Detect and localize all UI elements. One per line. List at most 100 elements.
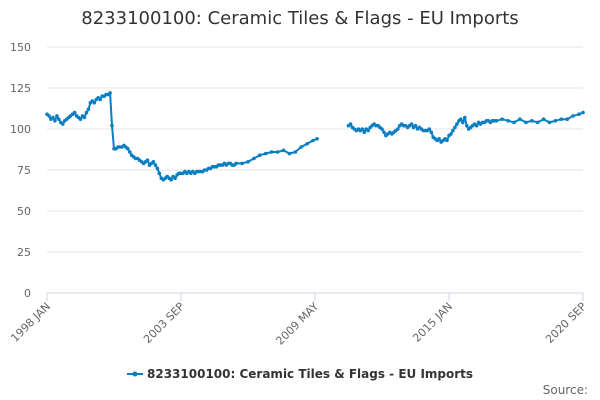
data-point[interactable] xyxy=(311,138,315,143)
data-point[interactable] xyxy=(512,120,516,125)
x-tick-label: 2015 JAN xyxy=(410,300,455,345)
y-tick-label: 150 xyxy=(10,41,31,54)
data-point[interactable] xyxy=(82,115,87,120)
data-point[interactable] xyxy=(153,163,158,167)
data-point[interactable] xyxy=(427,127,432,131)
x-tick-label: 2003 SEP xyxy=(141,300,187,346)
y-tick-label: 50 xyxy=(17,205,31,218)
data-point[interactable] xyxy=(461,120,465,125)
data-point[interactable] xyxy=(108,91,112,95)
data-point[interactable] xyxy=(396,127,400,131)
data-point[interactable] xyxy=(571,114,575,118)
data-point[interactable] xyxy=(348,122,353,126)
data-point[interactable] xyxy=(128,150,132,154)
data-point[interactable] xyxy=(246,160,250,164)
data-point[interactable] xyxy=(530,119,534,123)
data-point[interactable] xyxy=(474,123,479,128)
data-point[interactable] xyxy=(413,123,418,128)
data-point[interactable] xyxy=(287,151,292,156)
data-point[interactable] xyxy=(98,97,102,102)
data-point[interactable] xyxy=(72,110,77,115)
data-point[interactable] xyxy=(518,117,522,121)
data-point[interactable] xyxy=(581,110,585,115)
y-tick-label: 25 xyxy=(17,246,31,259)
data-point[interactable] xyxy=(380,127,384,131)
source-label: Source: xyxy=(543,383,588,397)
data-point[interactable] xyxy=(453,125,457,130)
data-point[interactable] xyxy=(275,150,280,154)
data-point[interactable] xyxy=(47,114,51,118)
data-point[interactable] xyxy=(155,166,160,171)
data-point[interactable] xyxy=(240,161,244,166)
legend-label: 8233100100: Ceramic Tiles & Flags - EU I… xyxy=(147,367,473,381)
data-point[interactable] xyxy=(360,127,365,131)
data-point[interactable] xyxy=(409,122,414,126)
data-point[interactable] xyxy=(53,119,57,123)
legend[interactable]: 8233100100: Ceramic Tiles & Flags - EU I… xyxy=(127,367,473,381)
data-point[interactable] xyxy=(299,145,304,149)
y-tick-label: 100 xyxy=(10,123,31,136)
x-tick-label: 2009 MAY xyxy=(273,300,321,348)
data-point[interactable] xyxy=(459,117,463,121)
data-point[interactable] xyxy=(366,128,371,133)
data-point[interactable] xyxy=(547,120,552,125)
data-point[interactable] xyxy=(126,146,130,151)
data-point[interactable] xyxy=(281,148,286,153)
data-point[interactable] xyxy=(455,122,459,126)
data-point[interactable] xyxy=(535,120,540,125)
data-point[interactable] xyxy=(463,115,467,120)
series-layer xyxy=(45,91,585,182)
data-point[interactable] xyxy=(151,160,156,164)
data-point[interactable] xyxy=(565,117,569,121)
data-point[interactable] xyxy=(500,117,505,121)
data-point[interactable] xyxy=(577,112,581,116)
axis-layer: 0 25 50 75 100 125 150 1998 JAN 2003 SEP 2009 MAY… xyxy=(8,41,589,348)
data-point[interactable] xyxy=(84,110,89,115)
data-point[interactable] xyxy=(169,178,173,182)
legend-swatch-dot xyxy=(132,371,138,377)
data-point[interactable] xyxy=(559,117,564,121)
data-point[interactable] xyxy=(55,114,59,118)
data-point[interactable] xyxy=(78,117,83,121)
data-point[interactable] xyxy=(145,158,150,162)
data-point[interactable] xyxy=(269,150,274,154)
data-point[interactable] xyxy=(437,137,441,141)
y-tick-label: 75 xyxy=(17,164,31,177)
data-point[interactable] xyxy=(92,101,97,105)
data-point[interactable] xyxy=(445,138,449,143)
data-point[interactable] xyxy=(315,137,319,141)
y-tick-label: 125 xyxy=(10,82,31,95)
data-point[interactable] xyxy=(234,161,238,166)
data-point[interactable] xyxy=(494,119,499,123)
grid-layer xyxy=(47,46,583,294)
data-point[interactable] xyxy=(429,130,434,135)
data-point[interactable] xyxy=(57,117,61,121)
data-point[interactable] xyxy=(51,115,55,120)
data-point[interactable] xyxy=(305,142,309,146)
data-point[interactable] xyxy=(61,122,65,126)
x-tick-label: 2020 SEP xyxy=(543,300,589,346)
chart-title: 8233100100: Ceramic Tiles & Flags - EU I… xyxy=(81,8,518,29)
y-tick-label: 0 xyxy=(24,287,31,300)
data-point[interactable] xyxy=(362,130,367,135)
data-point[interactable] xyxy=(110,123,114,128)
data-point[interactable] xyxy=(506,119,510,123)
data-point[interactable] xyxy=(451,128,455,133)
data-point[interactable] xyxy=(541,117,546,121)
data-point[interactable] xyxy=(464,123,469,128)
data-point[interactable] xyxy=(553,119,558,123)
data-point[interactable] xyxy=(258,153,262,157)
data-point[interactable] xyxy=(524,120,528,125)
data-point[interactable] xyxy=(382,130,386,135)
data-point[interactable] xyxy=(293,150,298,154)
data-point[interactable] xyxy=(157,171,162,176)
data-point[interactable] xyxy=(173,176,177,180)
data-point[interactable] xyxy=(449,132,453,136)
data-point[interactable] xyxy=(252,156,256,161)
series-line xyxy=(46,91,318,181)
data-point[interactable] xyxy=(86,107,91,112)
data-point[interactable] xyxy=(263,151,268,156)
x-tick-label: 1998 JAN xyxy=(8,300,53,345)
